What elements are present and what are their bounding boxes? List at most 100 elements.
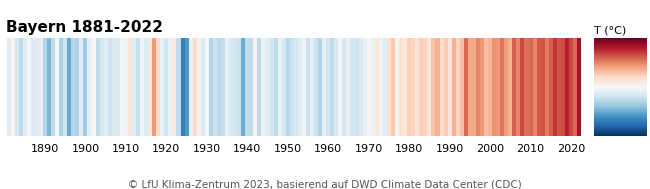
- Bar: [274, 38, 278, 136]
- Bar: [423, 38, 427, 136]
- Bar: [19, 38, 23, 136]
- Bar: [233, 38, 237, 136]
- Bar: [359, 38, 363, 136]
- Bar: [298, 38, 302, 136]
- Bar: [464, 38, 468, 136]
- Bar: [492, 38, 496, 136]
- Bar: [363, 38, 367, 136]
- Bar: [47, 38, 51, 136]
- Bar: [201, 38, 205, 136]
- Text: © LfU Klima-Zentrum 2023, basierend auf DWD Climate Data Center (CDC): © LfU Klima-Zentrum 2023, basierend auf …: [128, 179, 522, 189]
- Bar: [116, 38, 120, 136]
- Bar: [443, 38, 448, 136]
- Bar: [92, 38, 96, 136]
- Bar: [221, 38, 225, 136]
- Bar: [168, 38, 172, 136]
- Bar: [188, 38, 192, 136]
- Bar: [225, 38, 229, 136]
- Bar: [140, 38, 144, 136]
- Bar: [176, 38, 181, 136]
- Bar: [500, 38, 504, 136]
- Bar: [504, 38, 508, 136]
- Bar: [573, 38, 577, 136]
- Bar: [245, 38, 250, 136]
- Bar: [541, 38, 545, 136]
- Bar: [278, 38, 281, 136]
- Bar: [31, 38, 35, 136]
- Bar: [391, 38, 395, 136]
- Bar: [415, 38, 419, 136]
- Bar: [161, 38, 164, 136]
- Bar: [144, 38, 148, 136]
- Bar: [343, 38, 346, 136]
- Bar: [192, 38, 197, 136]
- Bar: [407, 38, 411, 136]
- Bar: [103, 38, 108, 136]
- Bar: [55, 38, 59, 136]
- Bar: [334, 38, 339, 136]
- Bar: [448, 38, 452, 136]
- Bar: [217, 38, 221, 136]
- Bar: [152, 38, 156, 136]
- Bar: [314, 38, 318, 136]
- Bar: [427, 38, 432, 136]
- Bar: [460, 38, 464, 136]
- Bar: [128, 38, 132, 136]
- Bar: [10, 38, 14, 136]
- Bar: [23, 38, 27, 136]
- Bar: [120, 38, 124, 136]
- Bar: [241, 38, 245, 136]
- Bar: [156, 38, 161, 136]
- Bar: [250, 38, 254, 136]
- Bar: [261, 38, 265, 136]
- Bar: [383, 38, 387, 136]
- Bar: [549, 38, 552, 136]
- Bar: [318, 38, 322, 136]
- Bar: [270, 38, 274, 136]
- Bar: [512, 38, 516, 136]
- Bar: [164, 38, 168, 136]
- Bar: [72, 38, 75, 136]
- Bar: [346, 38, 350, 136]
- Bar: [290, 38, 294, 136]
- Text: T (°C): T (°C): [593, 26, 626, 36]
- Bar: [367, 38, 370, 136]
- Bar: [496, 38, 500, 136]
- Bar: [326, 38, 330, 136]
- Bar: [79, 38, 83, 136]
- Bar: [181, 38, 185, 136]
- Bar: [552, 38, 557, 136]
- Bar: [339, 38, 343, 136]
- Bar: [399, 38, 403, 136]
- Bar: [387, 38, 391, 136]
- Bar: [403, 38, 407, 136]
- Bar: [354, 38, 359, 136]
- Bar: [209, 38, 213, 136]
- Bar: [432, 38, 436, 136]
- Bar: [302, 38, 306, 136]
- Bar: [96, 38, 99, 136]
- Bar: [545, 38, 549, 136]
- Bar: [265, 38, 270, 136]
- Bar: [468, 38, 472, 136]
- Bar: [136, 38, 140, 136]
- Bar: [205, 38, 209, 136]
- Bar: [521, 38, 525, 136]
- Bar: [27, 38, 31, 136]
- Bar: [112, 38, 116, 136]
- Bar: [565, 38, 569, 136]
- Bar: [83, 38, 88, 136]
- Bar: [528, 38, 532, 136]
- Bar: [185, 38, 188, 136]
- Bar: [286, 38, 290, 136]
- Bar: [452, 38, 456, 136]
- Bar: [480, 38, 484, 136]
- Bar: [436, 38, 439, 136]
- Bar: [172, 38, 176, 136]
- Bar: [254, 38, 257, 136]
- Bar: [370, 38, 375, 136]
- Bar: [525, 38, 528, 136]
- Bar: [39, 38, 43, 136]
- Bar: [132, 38, 136, 136]
- Bar: [229, 38, 233, 136]
